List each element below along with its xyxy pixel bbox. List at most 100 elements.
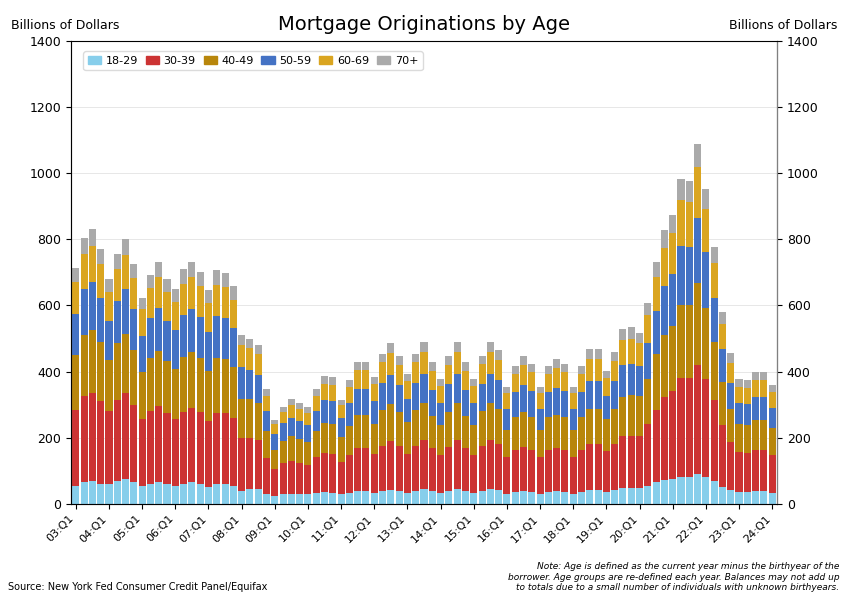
Bar [487,342,494,352]
Bar [147,289,154,318]
Bar [379,362,386,383]
Bar [296,494,304,504]
Bar [603,419,610,451]
Bar [147,358,154,411]
Bar [752,380,759,397]
Bar [611,381,618,409]
Bar [362,448,370,491]
Bar [379,410,386,446]
Bar [81,289,87,335]
Bar [329,401,337,424]
Bar [155,483,162,504]
Bar [504,458,510,494]
Bar [338,418,344,437]
Bar [528,372,535,392]
Bar [329,377,337,385]
Bar [611,490,618,504]
Bar [553,368,561,388]
Bar [72,355,80,409]
Bar [628,364,635,395]
Bar [752,491,759,504]
Bar [338,437,344,462]
Bar [594,444,601,490]
Bar [114,400,120,481]
Bar [155,308,162,350]
Bar [247,349,254,369]
Bar [238,346,245,367]
Bar [445,365,452,384]
Bar [636,436,643,488]
Bar [454,374,460,403]
Bar [686,202,693,248]
Bar [528,450,535,492]
Bar [694,144,701,167]
Bar [263,431,270,458]
Bar [412,362,419,383]
Bar [644,486,651,504]
Bar [180,412,187,484]
Bar [147,484,154,504]
Bar [98,298,104,343]
Bar [221,318,229,359]
Bar [254,354,262,374]
Bar [263,396,270,411]
Bar [105,278,113,292]
Bar [537,458,544,494]
Bar [280,463,287,494]
Bar [304,412,311,425]
Bar [114,481,120,504]
Bar [628,395,635,436]
Bar [619,488,627,504]
Bar [429,448,436,491]
Bar [437,455,444,493]
Bar [287,436,295,461]
Bar [728,409,734,442]
Bar [537,430,544,458]
Bar [379,446,386,491]
Bar [653,409,660,483]
Bar [296,439,304,463]
Bar [213,413,220,484]
Bar [271,450,278,469]
Bar [321,453,328,492]
Bar [354,491,361,504]
Bar [421,352,427,374]
Bar [578,450,585,492]
Bar [719,324,726,349]
Bar [188,483,195,504]
Bar [89,330,96,393]
Bar [669,215,676,233]
Bar [362,415,370,448]
Bar [213,358,220,413]
Bar [520,356,527,365]
Bar [511,417,519,450]
Bar [230,418,237,486]
Bar [72,283,80,314]
Bar [636,333,643,343]
Bar [313,411,320,431]
Bar [619,365,627,397]
Bar [686,378,693,477]
Bar [131,405,137,483]
Bar [669,233,676,274]
Bar [694,474,701,504]
Bar [586,381,594,409]
Bar [570,494,577,504]
Bar [462,416,469,448]
Bar [321,400,328,424]
Bar [172,330,179,369]
Bar [719,425,726,487]
Bar [744,492,750,504]
Bar [728,353,734,362]
Bar [421,342,427,352]
Bar [553,447,561,491]
Bar [287,494,295,504]
Text: Billions of Dollars: Billions of Dollars [11,19,120,32]
Bar [371,377,378,384]
Bar [678,200,684,246]
Bar [205,371,212,421]
Bar [661,286,668,334]
Bar [296,421,304,439]
Bar [221,413,229,484]
Bar [188,262,195,277]
